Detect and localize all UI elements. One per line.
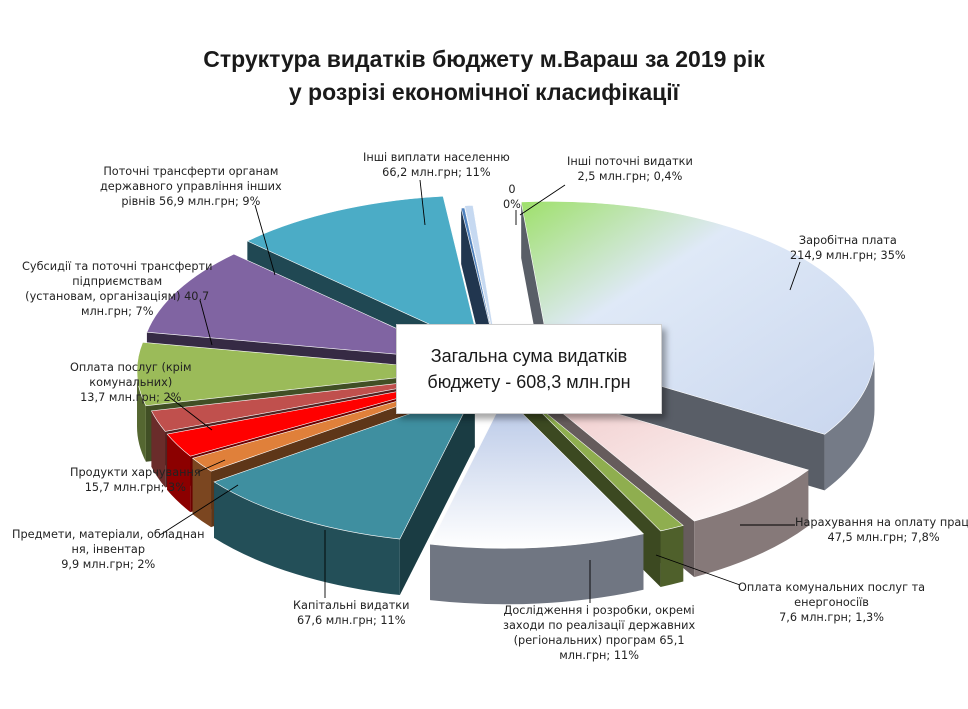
label-line: рівнів 56,9 млн.грн; 9% xyxy=(121,195,261,208)
label-line: комунальних) xyxy=(89,376,173,389)
slice-doslidzhennia xyxy=(429,395,645,549)
slice-side-komunalni xyxy=(660,525,684,587)
label-line: 7,6 млн.грн; 1,3% xyxy=(779,611,884,624)
leader-zarobitna xyxy=(789,261,801,291)
label-line: 0% xyxy=(503,198,521,211)
label-line: 2,5 млн.грн; 0,4% xyxy=(577,170,683,183)
label-kapitalni: Капітальні видатки 67,6 млн.грн; 11% xyxy=(293,598,409,628)
label-line: Інші виплати населенню xyxy=(363,151,510,164)
slice-kapitalni xyxy=(213,390,476,540)
leader-inshi_potochni xyxy=(519,184,566,216)
label-line: Поточні трансферти органам xyxy=(103,165,279,178)
slice-inshi_potochni xyxy=(464,204,499,357)
label-line: 67,6 млн.грн; 11% xyxy=(296,614,406,627)
label-line: енергоносіїв xyxy=(794,596,869,609)
slice-side-subsydii xyxy=(137,370,146,462)
label-line: 13,7 млн.грн; 2% xyxy=(80,391,182,404)
label-line: підприємствам xyxy=(72,275,163,288)
label-line: Субсидії та поточні трансферти xyxy=(22,260,213,273)
label-line: Інші поточні видатки xyxy=(567,155,693,168)
label-posluhy: Оплата послуг (крім комунальних) 13,7 млн.… xyxy=(70,360,192,405)
slice-side-posluhy xyxy=(151,410,166,488)
label-line: 15,7 млн.грн; 3% xyxy=(84,481,186,494)
label-line: (регіональних) програм 65,1 xyxy=(513,634,685,647)
slice-side-produkty xyxy=(167,434,191,513)
chart-title: Структура видатків бюджету м.Вараш за 20… xyxy=(203,46,765,72)
label-inshi_vyplaty: Інші виплати населенню 66,2 млн.грн; 11% xyxy=(363,150,510,180)
label-line: Предмети, матеріали, обладнан xyxy=(12,528,205,541)
label-line: млн.грн; 11% xyxy=(559,649,639,662)
slice-inshi_vyplaty xyxy=(246,195,481,348)
label-line: Нарахування на оплату праці xyxy=(795,516,968,529)
slice-side-narakhuvannia xyxy=(694,470,809,578)
leader-inshi_vyplaty xyxy=(419,179,426,226)
slice-side-zarobitna xyxy=(824,353,875,491)
slice-narakhuvannia xyxy=(533,388,809,522)
slice-zarobitna xyxy=(520,201,875,435)
total-sum-line-1: Загальна сума видатків xyxy=(430,346,628,366)
label-line: млн.грн; 7% xyxy=(80,305,154,318)
label-line: 0 xyxy=(508,183,516,196)
label-line: Капітальні видатки xyxy=(293,599,410,612)
total-sum-box: Загальна сума видатків бюджету - 608,3 м… xyxy=(396,324,662,414)
label-line: державного управління інших xyxy=(100,180,282,193)
label-nul: 0 0% xyxy=(503,182,521,212)
slice-side-kapitalni xyxy=(214,481,400,596)
slice-transferty xyxy=(146,253,467,361)
label-subsydii: Субсидії та поточні трансферти підприємст… xyxy=(22,259,212,319)
label-line: 214,9 млн.грн; 35% xyxy=(790,249,906,262)
leader-komunalni xyxy=(655,554,741,586)
leader-predmety xyxy=(159,484,239,536)
label-line: (установам, організаціям) 40,7 xyxy=(25,290,210,303)
label-doslidzhennia: Дослідження і розробки, окремі заходи по … xyxy=(503,603,695,663)
label-komunalni: Оплата комунальних послуг та енергоносіїв… xyxy=(738,580,925,625)
slice-posluhy xyxy=(150,375,468,432)
label-line: 66,2 млн.грн; 11% xyxy=(382,166,491,179)
chart-subtitle: у розрізі економічної класифікації xyxy=(288,79,680,105)
label-line: 9,9 млн.грн; 2% xyxy=(61,558,156,571)
label-transferty: Поточні трансферти органам державного упр… xyxy=(100,164,282,209)
label-line: заходи по реалізації державних xyxy=(503,619,696,632)
leader-subsydii xyxy=(199,299,213,346)
label-line: Оплата послуг (крім xyxy=(70,361,192,374)
slice-komunalni xyxy=(521,393,684,532)
label-narakhuvannia: Нарахування на оплату праці 47,5 млн.грн;… xyxy=(795,515,968,545)
label-zarobitna: Заробітна плата 214,9 млн.грн; 35% xyxy=(790,233,906,263)
label-line: Продукти харчування xyxy=(70,466,201,479)
leader-produkty xyxy=(197,459,226,473)
leader-transferty xyxy=(254,204,276,276)
label-produkty: Продукти харчування 15,7 млн.грн; 3% xyxy=(70,465,201,495)
leader-posluhy xyxy=(167,395,213,431)
label-line: Дослідження і розробки, окремі xyxy=(503,604,695,617)
slice-side-predmety xyxy=(192,458,212,528)
label-line: ня, інвентар xyxy=(71,543,146,556)
label-predmety: Предмети, матеріали, обладнан ня, інвента… xyxy=(12,527,204,572)
label-line: 47,5 млн.грн; 7,8% xyxy=(827,531,940,544)
label-line: Заробітна плата xyxy=(798,234,897,247)
slice-subsydii xyxy=(136,342,463,407)
label-line: Оплата комунальних послуг та xyxy=(738,581,926,594)
slice-nul xyxy=(460,207,499,360)
total-sum-line-2: бюджету - 608,3 млн.грн xyxy=(427,372,631,392)
slice-produkty xyxy=(166,377,470,457)
label-inshi_potochni: Інші поточні видатки 2,5 млн.грн; 0,4% xyxy=(567,154,693,184)
